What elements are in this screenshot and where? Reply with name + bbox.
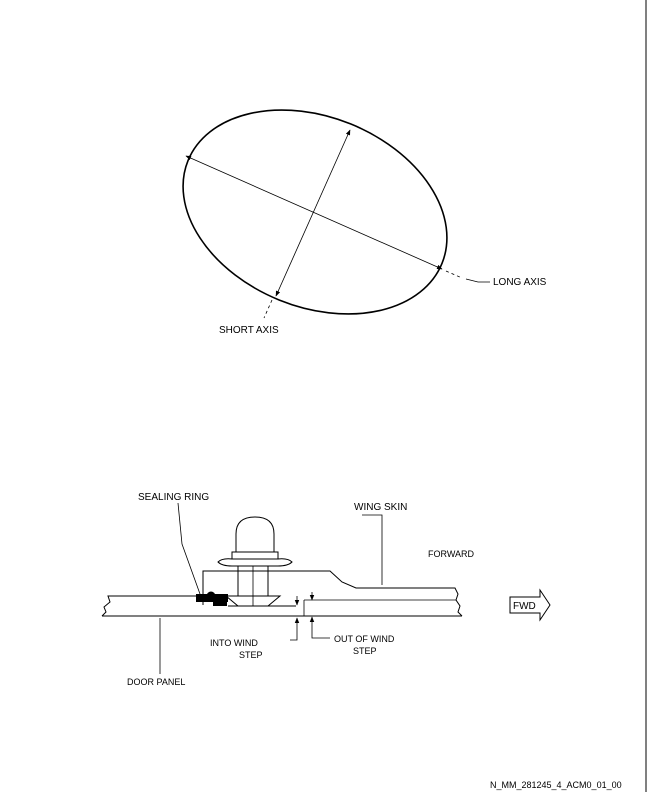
- wing-skin-outline: [202, 570, 463, 617]
- sealing-ring-leader: [177, 502, 201, 595]
- out-of-wind-step-leader: [311, 630, 330, 639]
- forward-label: FORWARD: [428, 549, 474, 559]
- short-axis-label: SHORT AXIS: [219, 325, 279, 336]
- sealing-ring-label: SEALING RING: [138, 492, 209, 503]
- wing-skin-leader: [362, 514, 383, 585]
- long-axis-arrow: [185, 155, 443, 270]
- ellipse-outline: [182, 109, 448, 315]
- out-of-wind-step-label-1: OUT OF WIND: [334, 634, 395, 644]
- long-axis-label: LONG AXIS: [493, 277, 547, 288]
- ellipse-figure: LONG AXIS SHORT AXIS: [182, 109, 547, 336]
- sealing-ring-body: [196, 594, 228, 602]
- countersink-head: [224, 595, 282, 607]
- short-axis-arrow: [275, 129, 351, 297]
- light-flange: [217, 558, 293, 567]
- fwd-arrow-shape: [509, 588, 551, 622]
- light-dome: [235, 516, 275, 553]
- sealing-ring: [196, 591, 228, 606]
- figure-id: N_MM_281245_4_ACM0_01_00: [490, 780, 622, 790]
- long-axis-leader: [465, 278, 490, 283]
- into-wind-step-label-1: INTO WIND: [210, 638, 258, 648]
- light-base: [231, 551, 279, 560]
- sealing-ring-tail: [213, 600, 227, 606]
- light-fixture: [217, 516, 293, 607]
- fwd-arrow: FWD: [509, 588, 551, 622]
- wing-skin-label: WING SKIN: [354, 502, 407, 513]
- door-panel-outline: [101, 595, 196, 617]
- door-panel-label: DOOR PANEL: [127, 677, 185, 687]
- fwd-arrow-label: FWD: [513, 601, 536, 612]
- long-axis-extension: [445, 270, 463, 279]
- out-of-wind-step-label-2: STEP: [353, 646, 377, 656]
- into-wind-step-label-2: STEP: [239, 650, 263, 660]
- step-dimensions: [290, 592, 330, 641]
- into-wind-step-leader: [290, 628, 298, 641]
- short-axis-leader: [263, 299, 273, 319]
- section-figure: SEALING RING WING SKIN FORWARD FWD INTO …: [101, 492, 551, 687]
